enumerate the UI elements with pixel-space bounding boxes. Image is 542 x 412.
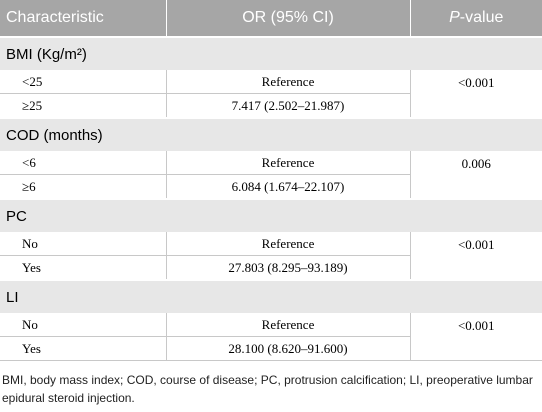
odds-ratio: 7.417 (2.502–21.987) xyxy=(165,93,411,119)
data-row: No Reference <0.001 xyxy=(0,232,542,281)
row-label: <25 xyxy=(0,70,166,94)
header-text: -value xyxy=(459,9,504,26)
row-label: Yes xyxy=(0,255,166,281)
header-text: Characteristic xyxy=(6,9,104,26)
header-italic: P xyxy=(449,9,460,26)
section-title: BMI (Kg/m²) xyxy=(0,36,542,70)
p-value: <0.001 xyxy=(410,232,542,281)
odds-ratio: Reference xyxy=(165,70,411,94)
odds-ratio: 28.100 (8.620–91.600) xyxy=(165,336,411,361)
data-row: No Reference <0.001 xyxy=(0,313,542,361)
odds-ratio: 6.084 (1.674–22.107) xyxy=(165,174,411,200)
data-row: ≥6 6.084 (1.674–22.107) xyxy=(0,174,542,200)
row-label: ≥25 xyxy=(0,93,166,119)
odds-ratio: Reference xyxy=(165,151,411,175)
p-value: 0.006 xyxy=(410,151,542,200)
row-label: <6 xyxy=(0,151,166,175)
table: Characteristic OR (95% CI) P-value BMI (Kg… xyxy=(0,0,542,361)
section-title: COD (months) xyxy=(0,117,542,151)
p-value: <0.001 xyxy=(410,70,542,119)
row-label: Yes xyxy=(0,336,166,361)
data-row: <25 Reference <0.001 xyxy=(0,70,542,119)
data-row: <6 Reference 0.006 xyxy=(0,151,542,200)
section-title: PC xyxy=(0,198,542,232)
header-row: Characteristic OR (95% CI) P-value xyxy=(0,0,542,38)
section-row: LI xyxy=(0,279,542,313)
odds-ratio: Reference xyxy=(165,313,411,337)
section-row: BMI (Kg/m²) xyxy=(0,36,542,70)
section-title: LI xyxy=(0,279,542,313)
row-label: No xyxy=(0,232,166,256)
footnote: BMI, body mass index; COD, course of dis… xyxy=(2,373,533,405)
odds-ratio: 27.803 (8.295–93.189) xyxy=(165,255,411,281)
header-cell: OR (95% CI) xyxy=(165,0,410,38)
data-row: Yes 27.803 (8.295–93.189) xyxy=(0,255,542,281)
section-row: COD (months) xyxy=(0,117,542,151)
row-label: No xyxy=(0,313,166,337)
header-cell: P-value xyxy=(409,0,542,38)
odds-ratio: Reference xyxy=(165,232,411,256)
data-row: Yes 28.100 (8.620–91.600) xyxy=(0,336,542,361)
header-cell: Characteristic xyxy=(0,0,166,38)
table-head: Characteristic OR (95% CI) P-value xyxy=(0,0,542,38)
section-row: PC xyxy=(0,198,542,232)
table-body: BMI (Kg/m²) <25 Reference <0.001 ≥25 7.417 (2… xyxy=(0,36,542,361)
p-value: <0.001 xyxy=(410,313,542,361)
header-text: OR (95% CI) xyxy=(242,9,334,26)
row-label: ≥6 xyxy=(0,174,166,200)
